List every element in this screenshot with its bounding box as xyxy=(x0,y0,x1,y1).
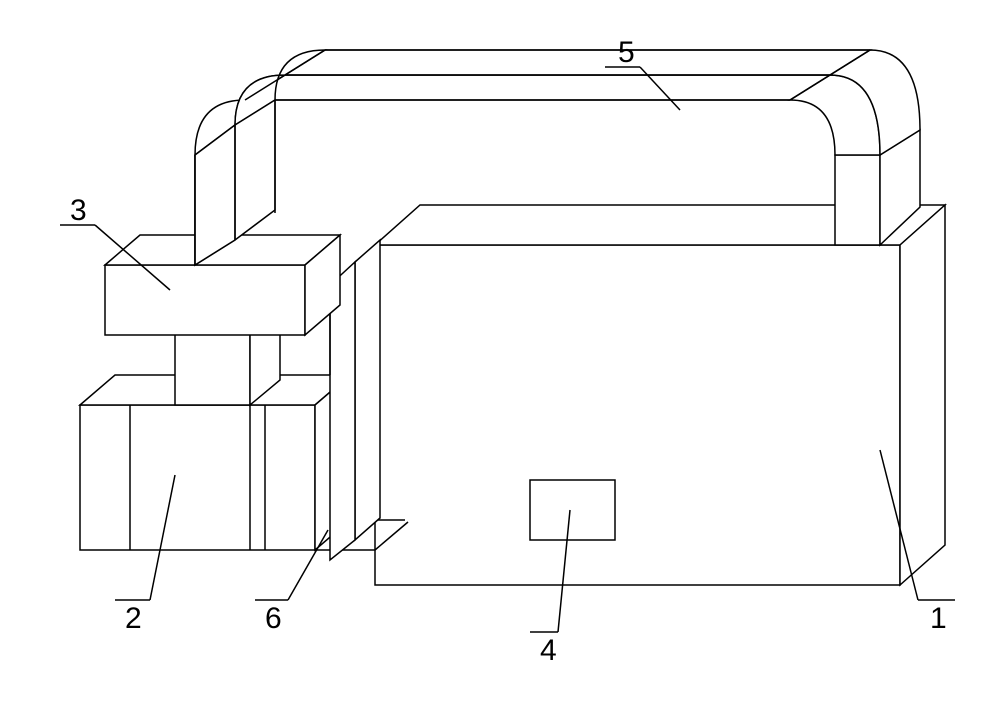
main-box-side xyxy=(900,205,945,585)
main-box-front xyxy=(375,245,900,585)
label-4: 4 xyxy=(540,634,557,667)
upright-plate-side xyxy=(355,240,380,540)
upper-box-front xyxy=(105,265,305,335)
duct-horiz-front-bot xyxy=(245,75,830,100)
label-2: 2 xyxy=(125,602,142,635)
front-panel xyxy=(530,480,615,540)
label-5: 5 xyxy=(618,36,635,69)
label-1: 1 xyxy=(930,602,947,635)
label-3: 3 xyxy=(70,194,87,227)
left-unit-front xyxy=(80,405,315,550)
duct-horiz-top xyxy=(285,50,870,75)
label-6: 6 xyxy=(265,602,282,635)
technical-line-drawing: 1 2 3 4 5 6 xyxy=(0,0,1000,720)
stub-front xyxy=(175,330,250,405)
duct-right-front xyxy=(835,155,880,245)
